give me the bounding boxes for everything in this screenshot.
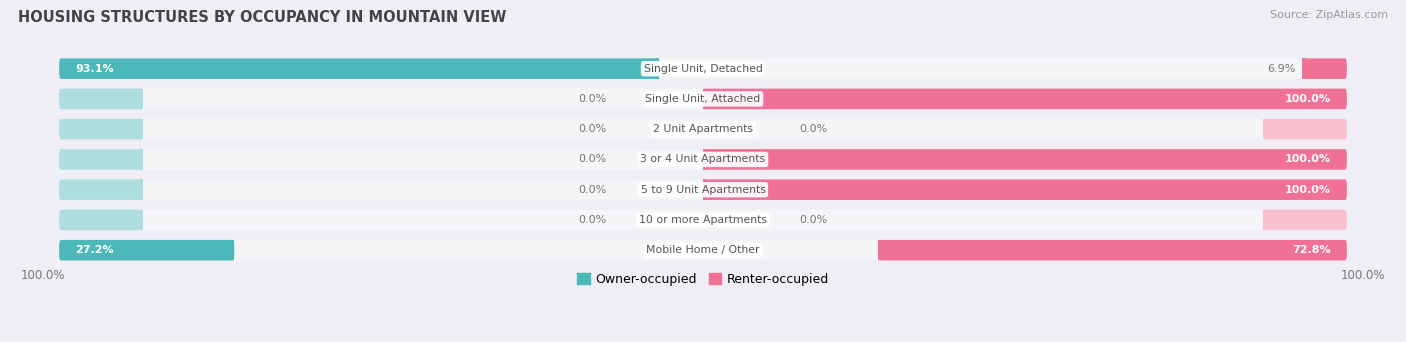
Text: 100.0%: 100.0%: [21, 269, 65, 282]
Bar: [1263, 119, 1267, 140]
FancyBboxPatch shape: [59, 119, 143, 140]
Bar: [703, 180, 706, 200]
Bar: [703, 89, 706, 109]
FancyBboxPatch shape: [59, 89, 143, 109]
Bar: [655, 58, 658, 79]
Text: 0.0%: 0.0%: [578, 124, 606, 134]
FancyBboxPatch shape: [59, 89, 1347, 109]
FancyBboxPatch shape: [703, 89, 1347, 109]
Bar: [1302, 58, 1306, 79]
Bar: [139, 89, 143, 109]
Text: Single Unit, Attached: Single Unit, Attached: [645, 94, 761, 104]
Bar: [879, 240, 882, 261]
Text: 3 or 4 Unit Apartments: 3 or 4 Unit Apartments: [641, 155, 765, 165]
Text: 0.0%: 0.0%: [800, 124, 828, 134]
Text: 0.0%: 0.0%: [800, 215, 828, 225]
Text: Single Unit, Detached: Single Unit, Detached: [644, 64, 762, 74]
Text: HOUSING STRUCTURES BY OCCUPANCY IN MOUNTAIN VIEW: HOUSING STRUCTURES BY OCCUPANCY IN MOUNT…: [18, 10, 506, 25]
Text: 0.0%: 0.0%: [578, 185, 606, 195]
FancyBboxPatch shape: [59, 149, 1347, 170]
Text: 93.1%: 93.1%: [76, 64, 114, 74]
FancyBboxPatch shape: [703, 180, 1347, 200]
Bar: [139, 180, 143, 200]
FancyBboxPatch shape: [59, 58, 658, 79]
Bar: [231, 240, 235, 261]
Bar: [139, 119, 143, 140]
Bar: [139, 210, 143, 230]
FancyBboxPatch shape: [1263, 210, 1347, 230]
Text: 100.0%: 100.0%: [1285, 94, 1330, 104]
Text: 6.9%: 6.9%: [1268, 64, 1296, 74]
Text: 5 to 9 Unit Apartments: 5 to 9 Unit Apartments: [641, 185, 765, 195]
FancyBboxPatch shape: [59, 119, 1347, 140]
Text: 2 Unit Apartments: 2 Unit Apartments: [652, 124, 754, 134]
FancyBboxPatch shape: [59, 149, 143, 170]
Bar: [703, 149, 706, 170]
Text: 100.0%: 100.0%: [1285, 185, 1330, 195]
Bar: [139, 149, 143, 170]
FancyBboxPatch shape: [59, 58, 1347, 79]
Text: 0.0%: 0.0%: [578, 215, 606, 225]
FancyBboxPatch shape: [59, 210, 143, 230]
FancyBboxPatch shape: [59, 180, 143, 200]
FancyBboxPatch shape: [1302, 58, 1347, 79]
Text: 0.0%: 0.0%: [578, 155, 606, 165]
FancyBboxPatch shape: [1263, 119, 1347, 140]
Text: 0.0%: 0.0%: [578, 94, 606, 104]
Text: 72.8%: 72.8%: [1292, 245, 1330, 255]
Text: 100.0%: 100.0%: [1285, 155, 1330, 165]
Text: 27.2%: 27.2%: [76, 245, 114, 255]
Text: Source: ZipAtlas.com: Source: ZipAtlas.com: [1270, 10, 1388, 20]
FancyBboxPatch shape: [59, 240, 1347, 261]
FancyBboxPatch shape: [59, 210, 1347, 230]
FancyBboxPatch shape: [703, 149, 1347, 170]
Text: 100.0%: 100.0%: [1341, 269, 1385, 282]
FancyBboxPatch shape: [59, 180, 1347, 200]
Bar: [1263, 210, 1267, 230]
Text: 10 or more Apartments: 10 or more Apartments: [638, 215, 768, 225]
Text: Mobile Home / Other: Mobile Home / Other: [647, 245, 759, 255]
FancyBboxPatch shape: [59, 240, 235, 261]
Legend: Owner-occupied, Renter-occupied: Owner-occupied, Renter-occupied: [578, 273, 828, 286]
FancyBboxPatch shape: [879, 240, 1347, 261]
